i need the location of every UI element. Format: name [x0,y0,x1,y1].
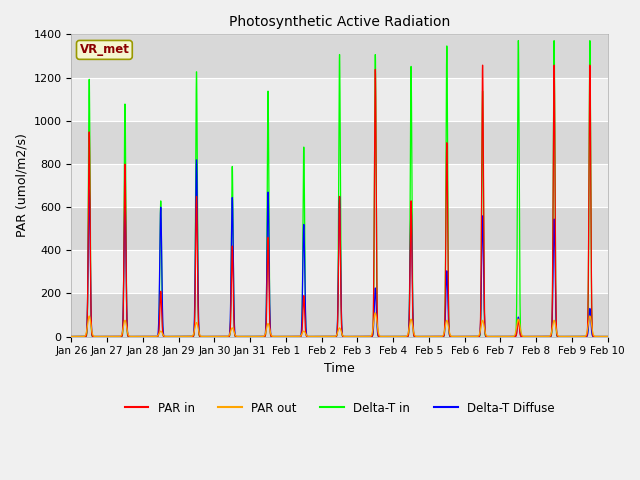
Text: VR_met: VR_met [79,43,129,56]
Bar [72,77,608,120]
Bar [72,35,608,77]
Bar [72,250,608,293]
X-axis label: Time: Time [324,362,355,375]
Bar [72,164,608,207]
Bar [72,207,608,250]
Y-axis label: PAR (umol/m2/s): PAR (umol/m2/s) [15,133,28,238]
Bar [72,293,608,336]
Legend: PAR in, PAR out, Delta-T in, Delta-T Diffuse: PAR in, PAR out, Delta-T in, Delta-T Dif… [120,397,559,419]
Title: Photosynthetic Active Radiation: Photosynthetic Active Radiation [229,15,450,29]
Bar [72,120,608,164]
